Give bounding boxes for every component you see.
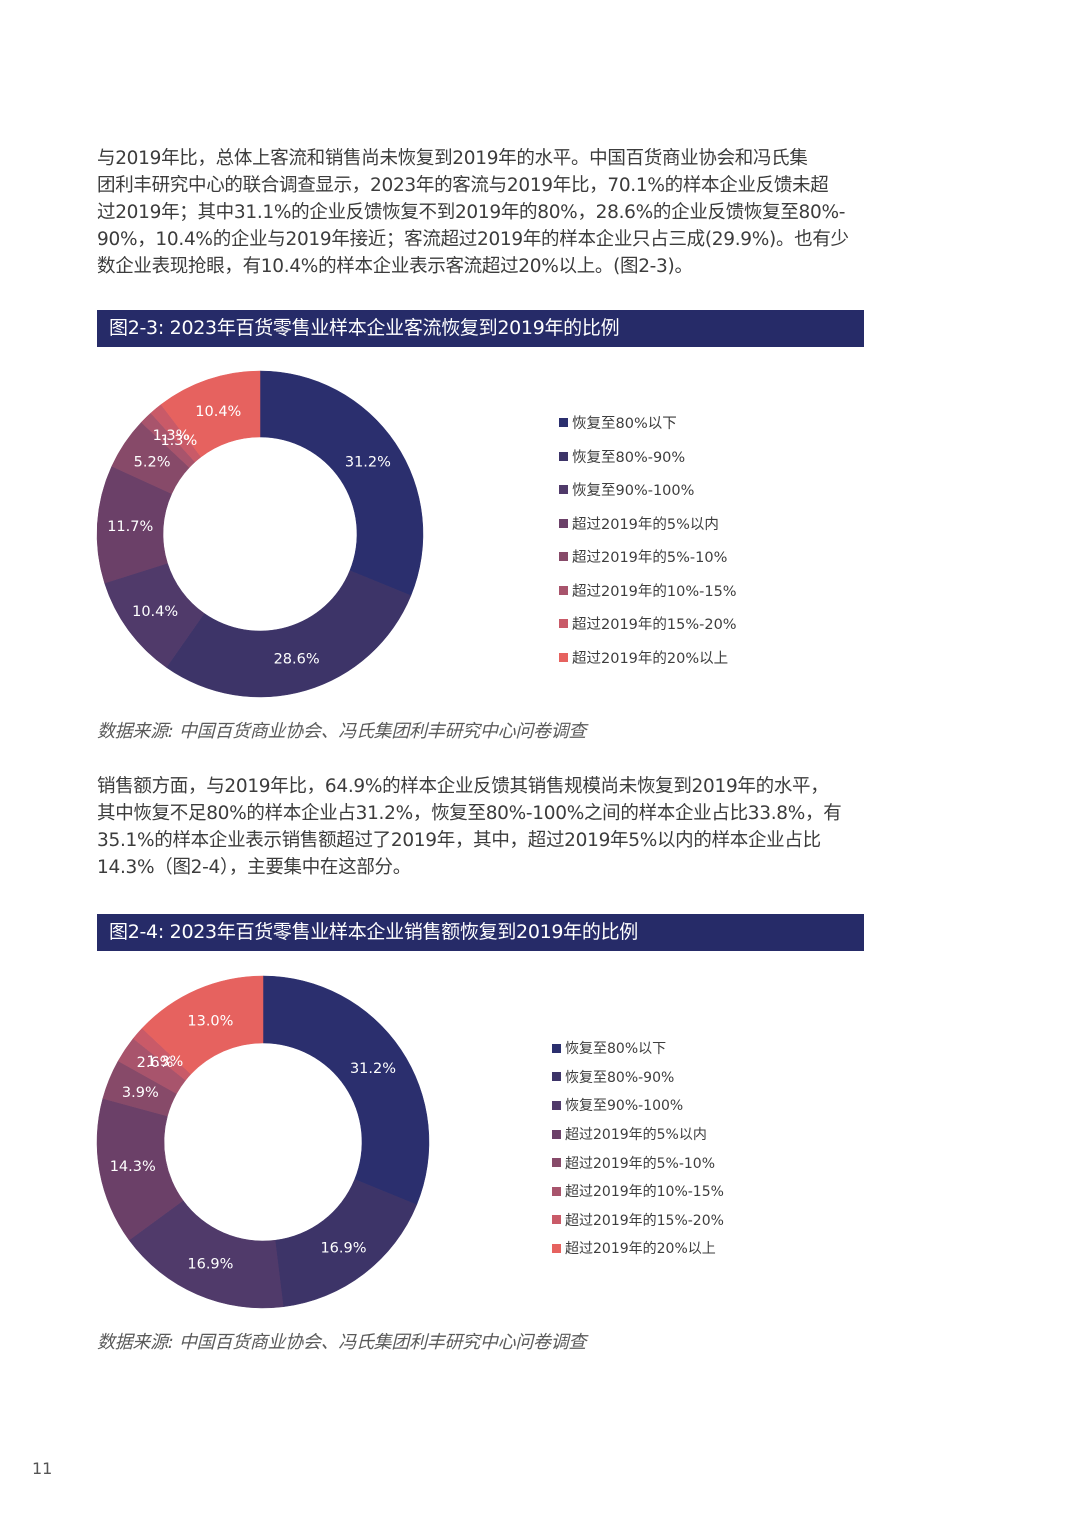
legend-item: 超过2019年的5%-10% (552, 1148, 724, 1177)
legend-item: 超过2019年的15%-20% (559, 607, 737, 641)
sales-paragraph: 销售额方面，与2019年比，64.9%的样本企业反馈其销售规模尚未恢复到2019… (97, 773, 872, 881)
legend-item: 超过2019年的5%-10% (559, 540, 737, 574)
page-number: 11 (32, 1459, 53, 1478)
donut-segment (166, 570, 412, 698)
legend-item: 超过2019年的5%以内 (552, 1120, 724, 1149)
segment-value-label: 5.2% (134, 455, 171, 471)
donut-segment (262, 975, 430, 1206)
legend-label: 超过2019年的15%-20% (565, 1212, 724, 1229)
legend-item: 恢复至90%-100% (559, 473, 737, 507)
segment-value-label: 16.9% (320, 1240, 366, 1256)
segment-value-label: 1.3% (160, 433, 197, 449)
legend-item: 超过2019年的10%-15% (552, 1177, 724, 1206)
legend-item: 超过2019年的15%-20% (552, 1206, 724, 1235)
text-line: 销售额方面，与2019年比，64.9%的样本企业反馈其销售规模尚未恢复到2019… (97, 776, 829, 797)
legend-item: 超过2019年的10%-15% (559, 574, 737, 608)
legend-item: 超过2019年的20%以上 (552, 1234, 724, 1263)
legend-label: 超过2019年的15%-20% (572, 617, 737, 634)
donut-segment (160, 370, 261, 458)
legend-swatch-icon (552, 1043, 561, 1053)
text-line: 90%，10.4%的企业与2019年接近；客流超过2019年的样本企业只占三成(… (97, 229, 849, 250)
legend-item: 超过2019年的5%以内 (559, 507, 737, 541)
legend-item: 恢复至80%以下 (552, 1034, 724, 1063)
chart-legend: 恢复至80%以下 恢复至80%-90% 恢复至90%-100% 超过2019年的5%以… (552, 1034, 724, 1263)
figure-title-bar: 图2-3: 2023年百货零售业样本企业客流恢复到2019年的比例 (97, 310, 864, 347)
legend-label: 恢复至80%-90% (572, 449, 686, 466)
legend-item: 恢复至80%-90% (552, 1063, 724, 1092)
text-line: 35.1%的样本企业表示销售额超过了2019年，其中，超过2019年5%以内的样… (97, 830, 821, 851)
legend-swatch-icon (559, 585, 568, 595)
legend-item: 超过2019年的20%以上 (559, 641, 737, 675)
text-line: 与2019年比，总体上客流和销售尚未恢复到2019年的水平。中国百货商业协会和冯… (97, 148, 808, 169)
legend-label: 超过2019年的5%以内 (572, 516, 719, 533)
legend-swatch-icon (559, 518, 568, 528)
intro-paragraph: 与2019年比，总体上客流和销售尚未恢复到2019年的水平。中国百货商业协会和冯… (97, 145, 872, 280)
legend-swatch-icon (559, 619, 568, 629)
segment-value-label: 31.2% (345, 455, 391, 471)
legend-swatch-icon (552, 1072, 561, 1082)
legend-label: 超过2019年的10%-15% (565, 1184, 724, 1201)
data-source-note: 数据来源: 中国百货商业协会、冯氏集团利丰研究中心问卷调查 (97, 721, 587, 742)
segment-value-label: 16.9% (187, 1257, 233, 1273)
segment-value-label: 14.3% (110, 1159, 156, 1175)
legend-label: 恢复至90%-100% (572, 483, 695, 500)
legend-label: 超过2019年的5%以内 (565, 1127, 707, 1144)
donut-segment (259, 370, 424, 596)
figure-title-bar: 图2-4: 2023年百货零售业样本企业销售额恢复到2019年的比例 (97, 914, 864, 951)
donut-segment (141, 975, 264, 1075)
legend-item: 恢复至80%-90% (559, 440, 737, 474)
chart-legend: 恢复至80%以下 恢复至80%-90% 恢复至90%-100% 超过2019年的5%以… (559, 406, 737, 674)
legend-swatch-icon (552, 1100, 561, 1110)
legend-swatch-icon (559, 451, 568, 461)
legend-swatch-icon (552, 1243, 561, 1253)
segment-value-label: 28.6% (274, 652, 320, 668)
legend-label: 超过2019年的10%-15% (572, 583, 737, 600)
text-line: 过2019年；其中31.1%的企业反馈恢复不到2019年的80%，28.6%的企… (97, 202, 846, 223)
legend-label: 超过2019年的20%以上 (565, 1241, 716, 1258)
segment-value-label: 31.2% (350, 1061, 396, 1077)
legend-label: 恢复至80%以下 (572, 416, 677, 433)
segment-value-label: 11.7% (107, 519, 153, 535)
segment-value-label: 2.6% (137, 1055, 174, 1071)
text-line: 团利丰研究中心的联合调查显示，2023年的客流与2019年比，70.1%的样本企… (97, 175, 829, 196)
legend-label: 超过2019年的5%-10% (572, 550, 728, 567)
legend-label: 恢复至90%-100% (565, 1098, 684, 1115)
legend-swatch-icon (559, 552, 568, 562)
segment-value-label: 1.3% (146, 1054, 183, 1070)
data-source-note: 数据来源: 中国百货商业协会、冯氏集团利丰研究中心问卷调查 (97, 1332, 587, 1353)
legend-swatch-icon (559, 418, 568, 428)
legend-swatch-icon (559, 652, 568, 662)
segment-value-label: 10.4% (132, 604, 178, 620)
legend-label: 恢复至80%以下 (565, 1041, 667, 1058)
legend-label: 超过2019年的20%以上 (572, 650, 729, 667)
legend-item: 恢复至80%以下 (559, 406, 737, 440)
legend-swatch-icon (552, 1158, 561, 1168)
text-line: 其中恢复不足80%的样本企业占31.2%，恢复至80%-100%之间的样本企业占… (97, 803, 842, 824)
legend-swatch-icon (552, 1215, 561, 1225)
segment-value-label: 3.9% (122, 1085, 159, 1101)
legend-swatch-icon (559, 485, 568, 495)
text-line: 14.3%（图2-4），主要集中在这部分。 (97, 857, 411, 878)
segment-value-label: 1.3% (153, 428, 190, 444)
legend-label: 恢复至80%-90% (565, 1069, 675, 1086)
legend-swatch-icon (552, 1186, 561, 1196)
segment-value-label: 10.4% (195, 404, 241, 420)
legend-swatch-icon (552, 1129, 561, 1139)
segment-value-label: 13.0% (187, 1013, 233, 1029)
legend-label: 超过2019年的5%-10% (565, 1155, 716, 1172)
text-line: 数企业表现抢眼，有10.4%的样本企业表示客流超过20%以上。(图2-3)。 (97, 256, 693, 277)
legend-item: 恢复至90%-100% (552, 1091, 724, 1120)
